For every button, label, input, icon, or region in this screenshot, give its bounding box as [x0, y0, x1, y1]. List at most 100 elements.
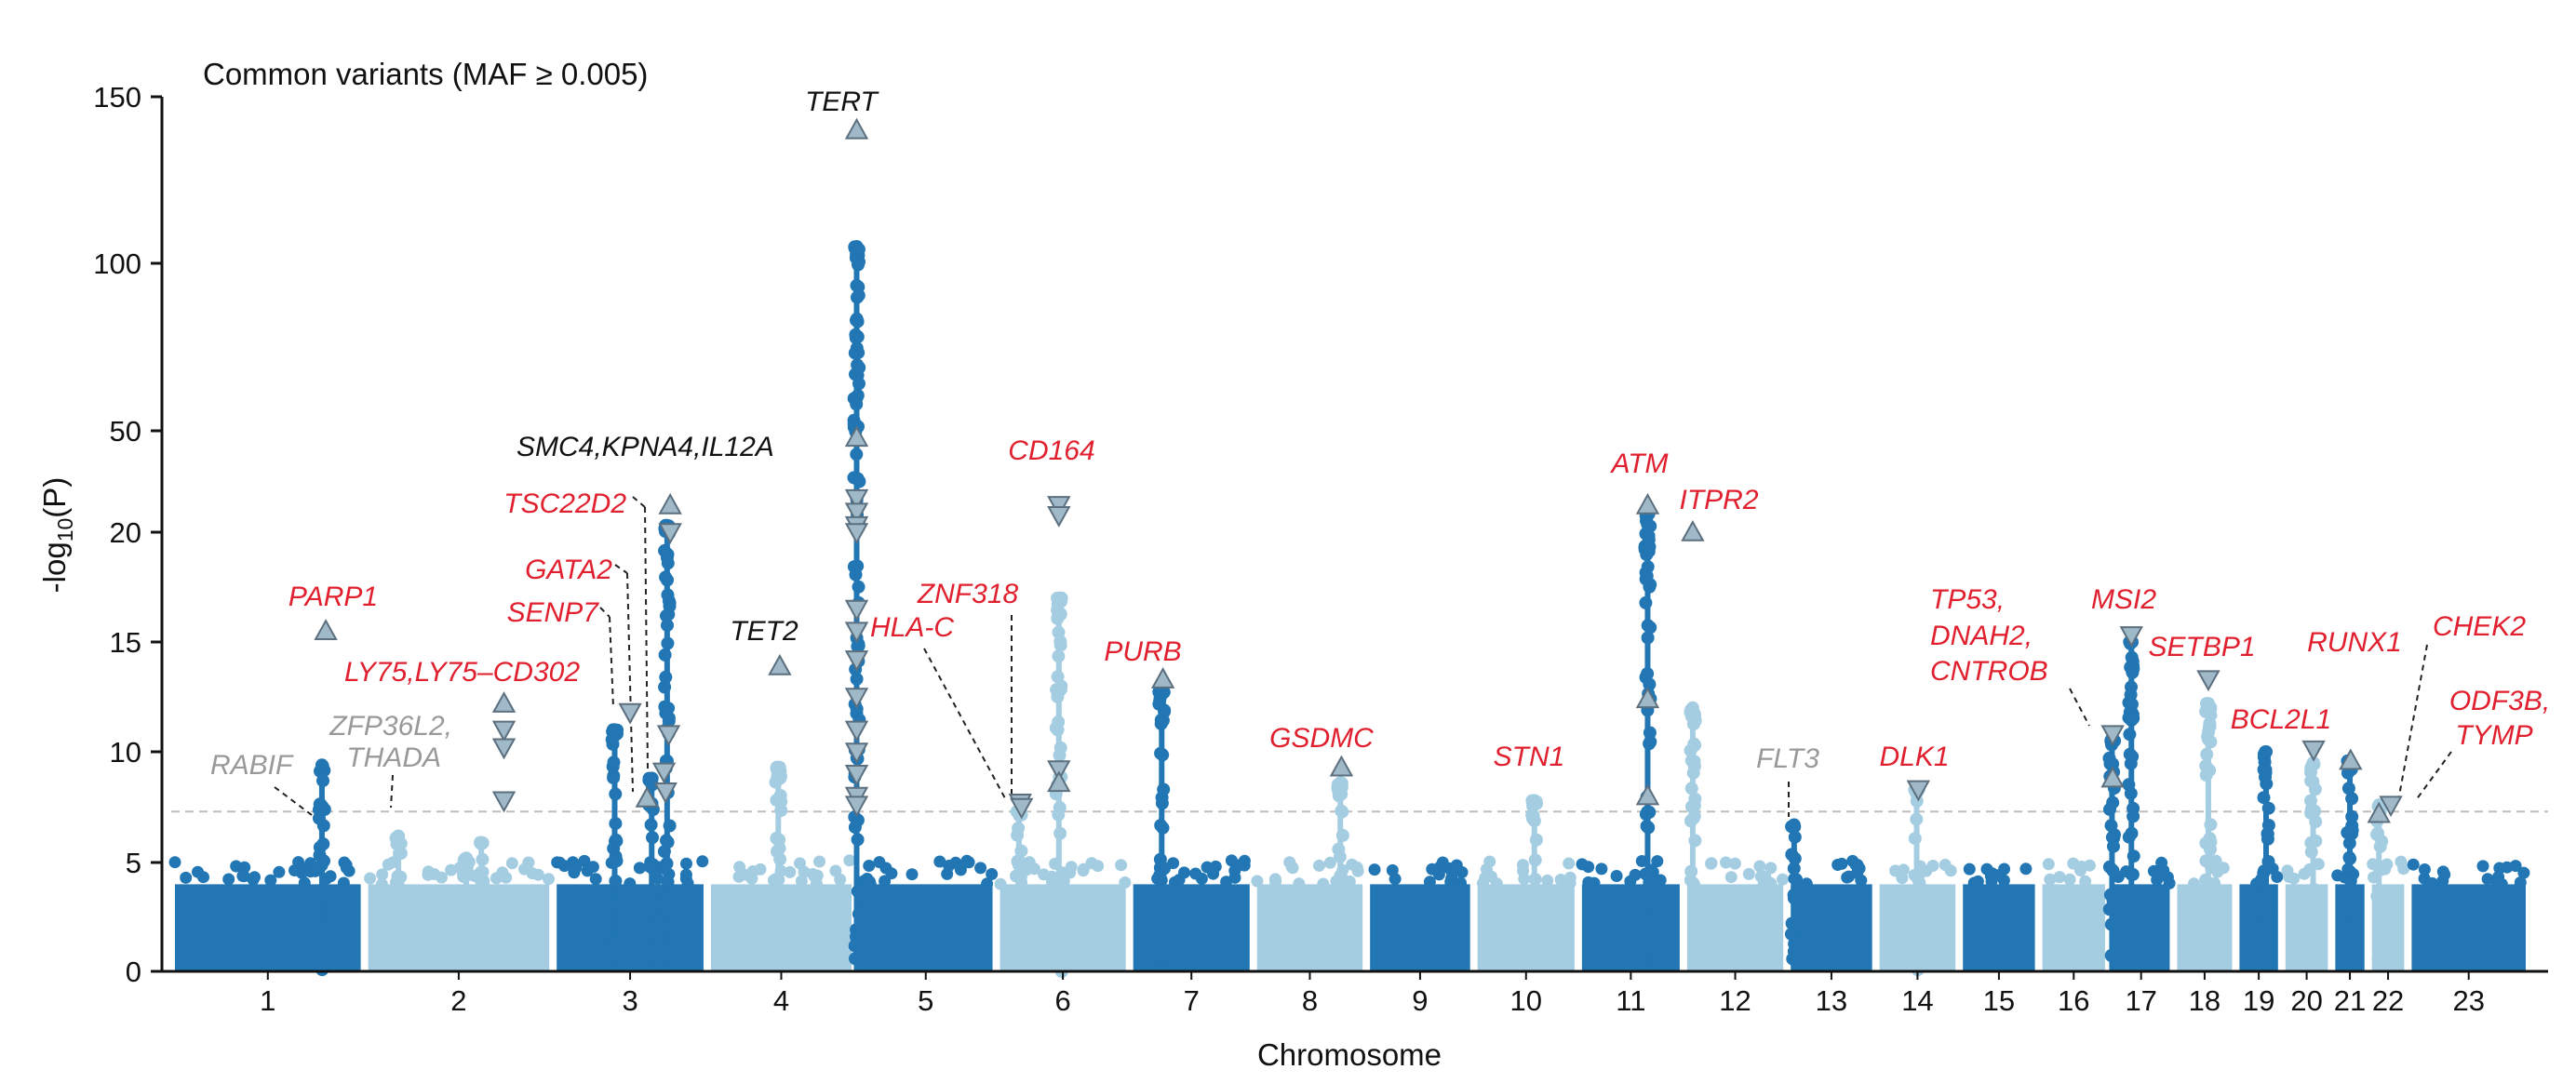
sentinel-down-marker: [2119, 626, 2143, 648]
variant-point: [861, 873, 874, 885]
variant-point: [661, 619, 674, 633]
variant-point: [461, 924, 475, 938]
sentinel-down-marker: [658, 523, 682, 545]
variant-point: [2345, 792, 2359, 806]
variant-point: [476, 875, 490, 889]
variant-point: [222, 873, 235, 886]
variant-point: [1576, 858, 1589, 871]
variant-point: [852, 907, 865, 921]
variant-point: [1251, 875, 1264, 888]
variant-point: [1644, 735, 1657, 749]
variant-point: [1563, 871, 1576, 884]
variant-point: [2151, 874, 2164, 887]
variant-point: [851, 833, 865, 847]
variant-point: [2204, 934, 2218, 948]
variant-point: [2042, 858, 2055, 871]
variant-point: [460, 940, 474, 954]
gene-labels: PARP1 LY75,LY75–CD302 ZFP36L2,THADA RABIF SM…: [210, 87, 2550, 781]
variant-point: [2102, 902, 2116, 916]
variant-point: [2476, 860, 2489, 873]
variant-point: [337, 876, 350, 889]
variant-point: [1423, 876, 1436, 889]
sentinel-up-marker: [491, 691, 517, 713]
variant-point: [1651, 855, 1664, 868]
variant-point: [2259, 903, 2273, 917]
variant-point: [2426, 876, 2439, 889]
variant-point: [475, 897, 489, 911]
sentinel-up-marker: [1635, 687, 1660, 709]
variant-point: [661, 636, 675, 650]
variant-point: [1368, 863, 1381, 876]
variant-point: [2304, 894, 2318, 908]
variant-point: [679, 868, 692, 881]
variant-point: [2514, 876, 2527, 889]
leader-line: [599, 607, 610, 618]
variant-point: [1052, 649, 1066, 663]
variant-point: [475, 910, 489, 924]
chromosome-band: [859, 884, 993, 971]
variant-point: [663, 889, 676, 903]
variant-point: [2019, 862, 2033, 876]
gene-label: PURB: [1104, 636, 1181, 667]
variant-point: [2331, 869, 2344, 882]
variant-point: [1173, 874, 1186, 887]
variant-point: [2283, 871, 2296, 883]
variant-point: [1335, 828, 1349, 842]
variant-point: [1849, 858, 1862, 871]
variant-point: [1684, 782, 1698, 796]
variant-point: [1480, 862, 1493, 876]
variant-point: [850, 672, 864, 686]
peak-top-point: [2306, 755, 2320, 769]
variant-point: [313, 902, 327, 916]
gene-label: ZFP36L2,: [329, 711, 452, 742]
variant-point: [2257, 888, 2271, 902]
y-tick-label: 5: [126, 847, 141, 879]
variant-point: [745, 872, 758, 885]
gene-label: THADA: [346, 742, 441, 773]
variant-point: [1720, 856, 1732, 869]
variant-point: [2308, 916, 2322, 929]
variant-point: [609, 817, 623, 831]
variant-point: [609, 787, 623, 801]
sentinel-down-marker: [491, 720, 517, 742]
variant-point: [1530, 951, 1544, 965]
variant-point: [848, 939, 862, 953]
variant-point: [1541, 874, 1554, 887]
variant-point: [2250, 877, 2263, 890]
chromosome-bands: [168, 854, 2530, 971]
variant-point: [2204, 842, 2217, 856]
variant-point: [2123, 728, 2137, 742]
peak-column: [2376, 805, 2382, 971]
variant-point: [852, 580, 865, 594]
gene-label: ITPR2: [1679, 485, 1758, 515]
variant-point: [2341, 905, 2355, 919]
peak-column: [775, 767, 782, 971]
chromosome-band: [1791, 884, 1872, 971]
variant-point: [1641, 667, 1655, 681]
chromosome-band: [1581, 884, 1680, 971]
variant-point: [1010, 884, 1024, 898]
peak-column: [664, 525, 670, 971]
variant-point: [1207, 867, 1220, 880]
peak-top-point: [771, 760, 785, 774]
variant-point: [661, 876, 675, 889]
variant-point: [646, 831, 659, 845]
leader-line: [609, 616, 614, 708]
peak-column: [2310, 762, 2316, 971]
variant-point: [1920, 864, 1933, 877]
panel-title: Common variants (MAF ≥ 0.005): [203, 57, 648, 91]
variant-point: [1334, 868, 1348, 882]
sentinel-down-marker: [1010, 797, 1034, 820]
sentinel-markers: [314, 117, 2403, 823]
peak-top-point: [608, 723, 622, 737]
variant-point: [1644, 621, 1657, 635]
leader-line: [614, 564, 628, 574]
variant-point: [445, 863, 458, 876]
x-tick-labels: 1 2 3 4 5 6 7 8 9 10 11 12 13 14 15 16 17 18 19 20 21 22 23: [260, 971, 2485, 1017]
gene-label: SMC4,KPNA4,IL12A: [517, 432, 774, 462]
peak-top-point: [645, 771, 659, 785]
gene-label: DLK1: [1879, 742, 1949, 772]
variant-point: [906, 868, 919, 881]
variant-point: [851, 559, 865, 573]
gene-label: ODF3B,: [2449, 686, 2550, 716]
